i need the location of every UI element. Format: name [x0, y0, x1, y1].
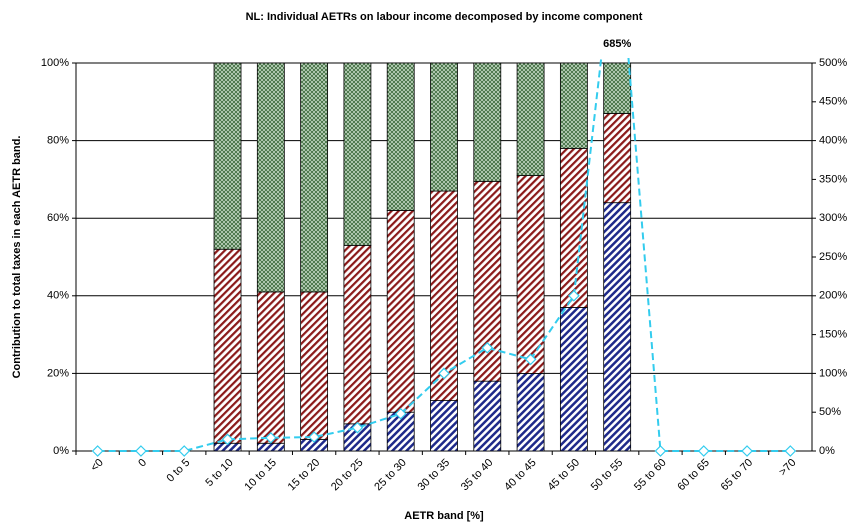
bar-segment: [516, 372, 545, 452]
y-tick-label: 40%: [47, 290, 69, 302]
y-tick-label: 60%: [47, 212, 69, 224]
y2-tick-label: 350%: [819, 173, 847, 185]
line-marker: [784, 445, 797, 457]
line-marker: [481, 341, 494, 354]
line-marker: [697, 445, 710, 457]
y2-tick-label: 250%: [819, 251, 847, 263]
bar-segment: [430, 400, 458, 452]
x-tick-label: >70: [777, 457, 799, 479]
line-layer: [91, 58, 797, 457]
y2-tick-label: 200%: [819, 290, 847, 302]
x-tick-label: 5 to 10: [203, 457, 235, 489]
y2-tick-label: 500%: [819, 57, 847, 69]
y2-tick-label: 100%: [819, 367, 847, 379]
x-tick-label: 0: [136, 457, 149, 470]
data-label: 685%: [603, 38, 631, 50]
bar-segment: [603, 113, 632, 204]
line-marker: [91, 445, 104, 457]
y2-tick-label: 300%: [819, 212, 847, 224]
bar-segment: [559, 62, 588, 149]
bar-segment: [603, 202, 632, 452]
y-axis-label: Contribution to total taxes in each AETR…: [11, 136, 23, 379]
bar-segment: [430, 190, 458, 401]
bar-segment: [300, 291, 329, 440]
y2-tick-label: 450%: [819, 96, 847, 108]
x-tick-label: <0: [88, 457, 105, 474]
line-marker: [135, 445, 147, 457]
line-marker: [741, 445, 753, 457]
bar-segment: [386, 210, 415, 413]
bar-segment: [213, 62, 242, 250]
y2-tick-label: 150%: [819, 329, 847, 341]
line-marker: [308, 431, 320, 443]
y-tick-label: 0%: [53, 445, 69, 457]
x-tick-label: 45 to 50: [545, 457, 582, 494]
x-tick-label: 35 to 40: [459, 457, 496, 494]
x-tick-label: 60 to 65: [675, 457, 712, 494]
y2-tick-label: 0%: [819, 445, 835, 457]
bar-segment: [343, 244, 372, 425]
line-marker: [654, 445, 667, 457]
bar-segment: [256, 442, 285, 452]
y-tick-label: 20%: [47, 367, 69, 379]
bar-segment: [430, 62, 458, 192]
x-tick-label: 25 to 30: [372, 457, 409, 494]
line-marker: [438, 367, 450, 380]
x-tick-label: 20 to 25: [329, 457, 366, 494]
bar-segment: [473, 62, 502, 182]
x-tick-label: 15 to 20: [286, 457, 323, 494]
line-marker: [221, 433, 234, 446]
line-marker: [351, 421, 364, 434]
x-axis-label: AETR band [%]: [404, 510, 484, 522]
bar-segment: [256, 62, 285, 293]
bar-segment: [343, 62, 372, 246]
y-tick-label: 100%: [41, 57, 69, 69]
line-marker: [178, 445, 191, 457]
bar-segment: [559, 307, 588, 452]
bar-segment: [473, 380, 502, 452]
bar-segment: [516, 62, 545, 176]
bar-segment: [213, 248, 242, 444]
x-tick-label: 50 to 55: [589, 457, 626, 494]
y-tick-label: 80%: [47, 135, 69, 147]
bar-segment: [516, 175, 545, 374]
bar-segment: [603, 62, 632, 114]
x-tick-label: 30 to 35: [416, 457, 453, 494]
y2-tick-label: 400%: [819, 135, 847, 147]
x-tick-label: 0 to 5: [164, 457, 192, 485]
x-tick-label: 10 to 15: [242, 457, 279, 494]
chart-title: NL: Individual AETRs on labour income de…: [246, 11, 643, 23]
line-marker: [524, 353, 537, 366]
line-marker: [394, 407, 407, 420]
y2-tick-label: 50%: [819, 406, 841, 418]
bar-segment: [559, 147, 588, 308]
bar-segment: [386, 62, 415, 211]
x-tick-label: 40 to 45: [502, 457, 539, 494]
x-tick-label: 65 to 70: [719, 457, 756, 494]
bar-segment: [300, 62, 329, 293]
x-tick-label: 55 to 60: [632, 457, 669, 494]
bar-segment: [256, 291, 285, 444]
line-marker: [264, 431, 277, 444]
line-marker: [568, 289, 580, 302]
